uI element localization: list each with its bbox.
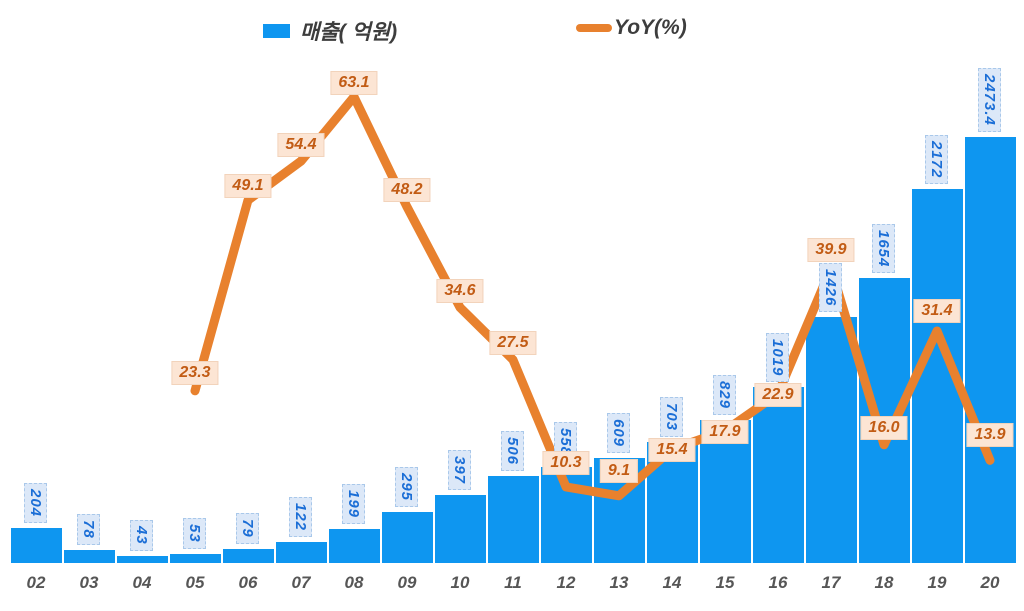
yoy-value-label-07: 54.4 — [277, 133, 325, 158]
bar-value-label-02: 204 — [24, 482, 47, 523]
bar-value-label-16: 1019 — [766, 332, 789, 382]
yoy-value-label-17: 39.9 — [807, 238, 855, 263]
x-axis-label-08: 08 — [344, 573, 364, 592]
x-axis-label-02: 02 — [26, 573, 46, 592]
bar-16 — [752, 387, 804, 563]
bar-value-label-20: 2473.4 — [978, 68, 1001, 132]
yoy-value-label-10: 34.6 — [436, 279, 484, 304]
x-axis-label-15: 15 — [715, 573, 735, 592]
yoy-value-label-06: 49.1 — [224, 174, 272, 199]
bar-02 — [10, 528, 62, 563]
bar-06 — [222, 549, 274, 563]
yoy-value-label-20: 13.9 — [966, 423, 1014, 448]
bar-value-label-10: 397 — [448, 449, 471, 490]
bar-03 — [63, 550, 115, 563]
x-axis-label-16: 16 — [768, 573, 788, 592]
yoy-value-label-05: 23.3 — [171, 360, 219, 385]
x-axis-label-03: 03 — [79, 573, 99, 592]
yoy-value-label-18: 16.0 — [860, 415, 908, 440]
bar-08 — [328, 529, 380, 563]
bar-20 — [964, 137, 1016, 563]
x-axis-label-06: 06 — [238, 573, 258, 592]
x-axis-label-05: 05 — [185, 573, 205, 592]
bar-04 — [116, 556, 168, 563]
bar-07 — [275, 542, 327, 563]
bar-value-label-03: 78 — [77, 514, 100, 545]
x-axis-label-19: 19 — [927, 573, 947, 592]
bar-value-label-13: 609 — [607, 412, 630, 453]
bar-11 — [487, 476, 539, 563]
yoy-value-label-15: 17.9 — [701, 419, 749, 444]
revenue-swatch-icon — [263, 24, 290, 38]
bar-value-label-18: 1654 — [872, 223, 895, 273]
bar-value-label-19: 2172 — [925, 134, 948, 184]
bar-value-label-08: 199 — [342, 483, 365, 524]
legend-item-yoy: YoY(%) — [576, 16, 687, 40]
legend-label-yoy: YoY(%) — [614, 16, 687, 39]
x-axis-label-07: 07 — [291, 573, 311, 592]
bar-17 — [805, 317, 857, 563]
x-axis-label-18: 18 — [874, 573, 894, 592]
bar-value-label-14: 703 — [660, 396, 683, 437]
legend-label-revenue: 매출( 억원) — [300, 21, 398, 44]
bar-09 — [381, 512, 433, 563]
bar-value-label-17: 1426 — [819, 262, 842, 312]
x-axis-label-12: 12 — [556, 573, 576, 592]
bar-value-label-15: 829 — [713, 374, 736, 415]
yoy-value-label-12: 10.3 — [542, 450, 590, 475]
legend-item-revenue: 매출( 억원) — [263, 16, 397, 46]
bar-15 — [699, 420, 751, 563]
x-axis-label-20: 20 — [980, 573, 1000, 592]
x-axis-label-04: 04 — [132, 573, 152, 592]
bar-10 — [434, 495, 486, 563]
bar-value-label-06: 79 — [236, 513, 259, 544]
bar-value-label-09: 295 — [395, 466, 418, 507]
yoy-value-label-16: 22.9 — [754, 382, 802, 407]
x-axis-label-09: 09 — [397, 573, 417, 592]
bar-value-label-05: 53 — [183, 518, 206, 549]
yoy-value-label-09: 48.2 — [383, 177, 431, 202]
x-axis-label-13: 13 — [609, 573, 629, 592]
yoy-value-label-19: 31.4 — [913, 299, 961, 324]
x-axis-label-10: 10 — [450, 573, 470, 592]
x-axis-label-11: 11 — [504, 573, 522, 592]
yoy-value-label-14: 15.4 — [648, 438, 696, 463]
bar-value-label-11: 506 — [501, 430, 524, 471]
yoy-line-swatch-icon — [576, 24, 612, 32]
yoy-value-label-08: 63.1 — [330, 70, 378, 95]
bar-value-label-07: 122 — [289, 496, 312, 537]
yoy-value-label-11: 27.5 — [489, 330, 537, 355]
x-axis-label-17: 17 — [821, 573, 841, 592]
x-axis-label-14: 14 — [662, 573, 682, 592]
bar-value-label-04: 43 — [130, 520, 153, 551]
yoy-value-label-13: 9.1 — [599, 458, 639, 483]
bar-05 — [169, 554, 221, 563]
